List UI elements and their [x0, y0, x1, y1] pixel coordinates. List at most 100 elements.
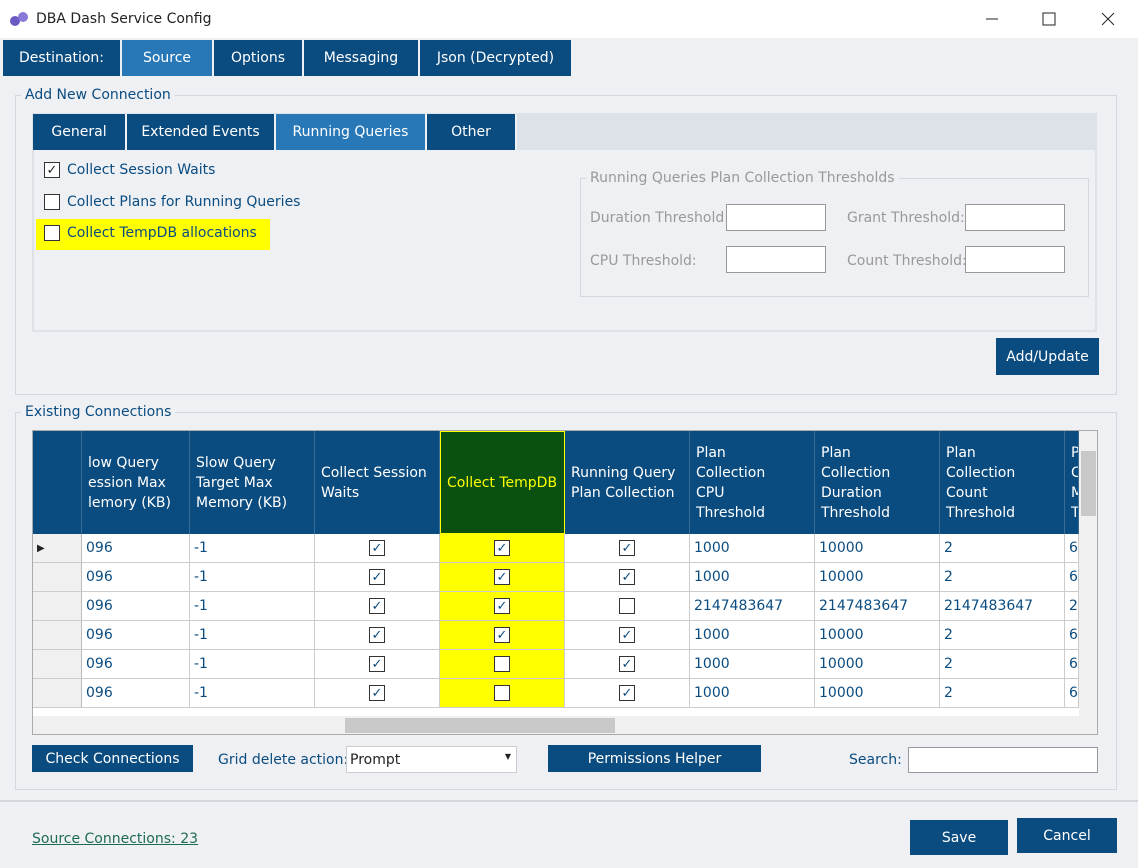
- grid-checkbox-cell: ✓: [565, 534, 690, 563]
- window-controls[interactable]: [980, 8, 1120, 30]
- grid-cell: 096: [82, 563, 190, 592]
- tab[interactable]: Messaging: [304, 40, 420, 76]
- checkbox[interactable]: ✓: [369, 685, 385, 701]
- grid-checkbox-cell: ✓: [440, 563, 565, 592]
- grid-checkbox-cell: ✓: [565, 563, 690, 592]
- grid-checkbox-cell: ✓: [315, 534, 440, 563]
- search-input[interactable]: [908, 747, 1098, 773]
- combo-value: Prompt: [350, 752, 401, 768]
- checkbox[interactable]: ✓: [619, 627, 635, 643]
- title-bar: DBA Dash Service Config: [0, 0, 1138, 38]
- sub-tab[interactable]: Other: [427, 114, 517, 150]
- grid-cell: 1000: [690, 621, 815, 650]
- grid-checkbox-cell: ✓: [565, 679, 690, 708]
- row-header: [33, 679, 82, 708]
- thresholds-title: Running Queries Plan Collection Threshol…: [586, 170, 899, 186]
- grid-cell: 1000: [690, 679, 815, 708]
- grid-checkbox-cell: ✓: [440, 592, 565, 621]
- grid-checkbox-cell: [565, 592, 690, 621]
- check-connections-button[interactable]: Check Connections: [32, 745, 193, 772]
- checkbox[interactable]: [44, 225, 60, 241]
- checkbox[interactable]: ✓: [369, 598, 385, 614]
- tab-panel: [32, 150, 1097, 332]
- grid-cell: 6: [1065, 563, 1079, 592]
- checkbox[interactable]: ✓: [369, 656, 385, 672]
- grid-cell: 10000: [815, 650, 940, 679]
- grid-cell: 096: [82, 621, 190, 650]
- checkbox-label: Collect TempDB allocations: [67, 225, 257, 241]
- h-scroll-thumb: [345, 718, 615, 733]
- grid-checkbox-cell: [440, 650, 565, 679]
- grid-cell: 096: [82, 534, 190, 563]
- checkbox[interactable]: ✓: [494, 627, 510, 643]
- v-scroll-thumb: [1081, 451, 1096, 516]
- tab[interactable]: Source: [122, 40, 214, 76]
- grid-cell: -1: [190, 650, 315, 679]
- text-input[interactable]: [965, 204, 1065, 231]
- tab[interactable]: Options: [214, 40, 304, 76]
- row-header: [33, 563, 82, 592]
- grid-checkbox-cell: ✓: [565, 621, 690, 650]
- cancel-button[interactable]: Cancel: [1017, 818, 1117, 853]
- tab[interactable]: Destination:: [3, 40, 122, 76]
- checkbox[interactable]: [494, 685, 510, 701]
- add-connection-group: [15, 95, 1117, 395]
- checkbox[interactable]: [494, 656, 510, 672]
- checkbox[interactable]: ✓: [369, 569, 385, 585]
- checkbox[interactable]: [44, 193, 60, 210]
- combo-arrow: ▼: [504, 752, 511, 761]
- checkbox[interactable]: ✓: [494, 569, 510, 585]
- checkbox[interactable]: ✓: [494, 540, 510, 556]
- add-update-button[interactable]: Add/Update: [996, 338, 1099, 375]
- delete-combo[interactable]: Prompt ▼: [346, 746, 517, 773]
- grid-checkbox-cell: ✓: [315, 563, 440, 592]
- column-header: Plan Collection Duration Threshold: [815, 431, 940, 534]
- column-header: Running Query Plan Collection: [565, 431, 690, 534]
- grid-cell: 2: [940, 534, 1065, 563]
- grid-cell: 2: [940, 650, 1065, 679]
- text-input[interactable]: [965, 246, 1065, 273]
- checkbox[interactable]: [619, 598, 635, 614]
- permissions-button[interactable]: Permissions Helper: [548, 745, 761, 772]
- field-label: Count Threshold:: [847, 253, 967, 269]
- checkbox[interactable]: ✓: [619, 540, 635, 556]
- row-header: [33, 592, 82, 621]
- checkbox[interactable]: ✓: [44, 162, 60, 178]
- checkbox[interactable]: ✓: [619, 656, 635, 672]
- app-icon: [10, 12, 28, 26]
- checkbox-label: Collect Plans for Running Queries: [67, 193, 301, 210]
- field-label: Grant Threshold:: [847, 210, 965, 226]
- column-header: Slow Query Target Max Memory (KB): [190, 431, 315, 534]
- column-header: Collect TempDB: [440, 431, 565, 534]
- grid-checkbox-cell: ✓: [315, 650, 440, 679]
- source-connections-link[interactable]: Source Connections: 23: [32, 831, 199, 847]
- save-button[interactable]: Save: [910, 820, 1008, 855]
- existing-group: [15, 412, 1117, 790]
- checkbox[interactable]: ✓: [619, 569, 635, 585]
- sub-tab[interactable]: General: [33, 114, 127, 150]
- checkbox[interactable]: ✓: [619, 685, 635, 701]
- grid-cell: 2147483647: [690, 592, 815, 621]
- grid-cell: 2: [940, 621, 1065, 650]
- text-input[interactable]: [726, 246, 826, 273]
- grid-cell: 6: [1065, 534, 1079, 563]
- separator: [0, 800, 1138, 802]
- grid-cell: 1000: [690, 650, 815, 679]
- tab[interactable]: Json (Decrypted): [420, 40, 573, 76]
- sub-tab[interactable]: Running Queries: [276, 114, 427, 150]
- row-header-column: [33, 431, 82, 534]
- column-header: Plan Collection CPU Threshold: [690, 431, 815, 534]
- grid-cell: 6: [1065, 650, 1079, 679]
- checkbox[interactable]: ✓: [369, 627, 385, 643]
- text-input[interactable]: [726, 204, 826, 231]
- main-tabs: Destination: Source Options Messaging Json (…: [3, 40, 573, 76]
- checkbox[interactable]: ✓: [369, 540, 385, 556]
- grid-cell: 6: [1065, 679, 1079, 708]
- grid-cell: 10000: [815, 621, 940, 650]
- sub-tab[interactable]: Extended Events: [127, 114, 276, 150]
- column-header: Plan Collection Count Threshold: [940, 431, 1065, 534]
- grid-cell: 10000: [815, 534, 940, 563]
- checkbox[interactable]: ✓: [494, 598, 510, 614]
- column-header: Collect Session Waits: [315, 431, 440, 534]
